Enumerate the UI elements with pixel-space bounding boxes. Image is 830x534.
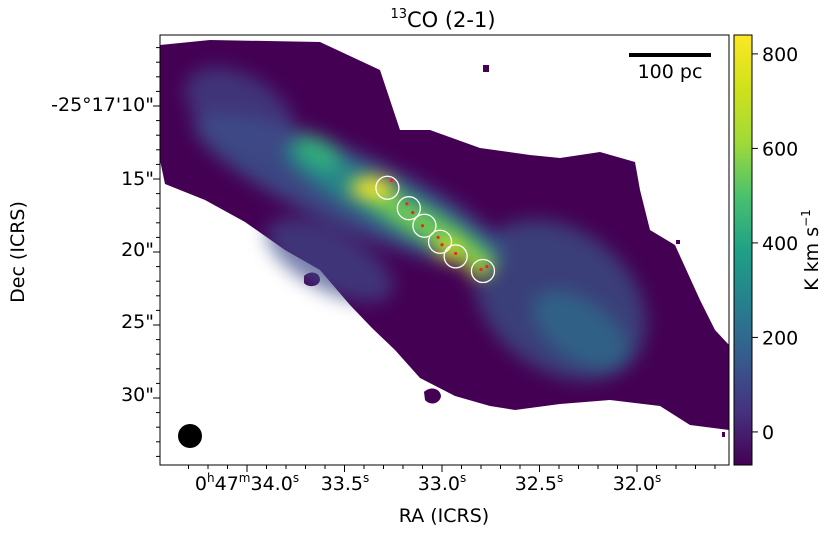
colorbar-tick-label: 0 bbox=[762, 422, 774, 444]
source-markers bbox=[389, 178, 489, 272]
scale-bar-label: 100 pc bbox=[638, 61, 703, 83]
title-superscript: 13 bbox=[390, 7, 407, 22]
y-tick-label: 20" bbox=[121, 239, 154, 261]
source-marker bbox=[411, 210, 415, 215]
y-tick-label: 15" bbox=[121, 168, 154, 190]
y-tick-label: 25" bbox=[121, 311, 154, 333]
title-text: CO (2-1) bbox=[407, 8, 496, 32]
emission-knot-upper bbox=[294, 134, 342, 170]
x-tick-label: 0h47m34.0s bbox=[195, 471, 299, 495]
aperture-circle bbox=[396, 196, 422, 221]
source-marker bbox=[436, 235, 440, 239]
source-marker bbox=[389, 178, 393, 183]
source-marker bbox=[454, 251, 458, 256]
plot-area: 100 pc bbox=[160, 35, 729, 465]
x-tick-label: 33.0s bbox=[418, 471, 467, 495]
beam-marker bbox=[178, 424, 202, 448]
emission-pixel bbox=[676, 240, 680, 244]
emission-northwest-patch bbox=[185, 67, 295, 153]
y-tick-label: -25°17'10" bbox=[51, 94, 154, 116]
colorbar-label: K km s−1 bbox=[799, 209, 823, 291]
x-axis-label: RA (ICRS) bbox=[399, 505, 489, 527]
y-tick-label: 30" bbox=[121, 384, 154, 406]
aperture-circles bbox=[375, 175, 496, 284]
source-marker bbox=[405, 202, 409, 206]
emission-region-knot-bottom bbox=[424, 388, 441, 404]
aperture-circle bbox=[427, 229, 453, 254]
x-tick-label: 32.5s bbox=[515, 471, 564, 495]
chart-title: 13CO (2-1) bbox=[390, 7, 495, 32]
emission-peak-3 bbox=[466, 260, 494, 276]
colorbar-tick-label: 600 bbox=[762, 138, 798, 160]
aperture-circle bbox=[375, 175, 400, 200]
aperture-circle bbox=[443, 244, 468, 269]
emission-pixel bbox=[483, 65, 489, 72]
aperture-circle bbox=[470, 258, 496, 284]
colorbar-tick-label: 800 bbox=[762, 44, 798, 66]
source-marker bbox=[479, 267, 483, 272]
x-tick-label: 32.0s bbox=[613, 471, 662, 495]
plot-frame bbox=[159, 34, 730, 466]
source-marker bbox=[485, 265, 489, 269]
emission-peak-1 bbox=[350, 177, 394, 199]
x-tick-label: 33.5s bbox=[321, 471, 370, 495]
source-marker bbox=[420, 224, 425, 228]
emission-glow bbox=[185, 67, 647, 381]
emission-pixel bbox=[722, 432, 725, 437]
colorbar-tick-label: 400 bbox=[762, 233, 798, 255]
source-marker bbox=[440, 243, 444, 247]
y-axis-label: Dec (ICRS) bbox=[7, 201, 29, 303]
aperture-circle bbox=[412, 213, 437, 238]
emission-southeast-patch bbox=[531, 290, 629, 370]
colorbar-ticks: 0 200 400 600 800 bbox=[752, 44, 798, 444]
colorbar-tick-label: 200 bbox=[762, 327, 798, 349]
emission-map bbox=[160, 40, 729, 437]
axis-ticks bbox=[153, 47, 716, 472]
emission-lobe-southwest bbox=[266, 217, 394, 303]
colorbar bbox=[733, 34, 753, 466]
